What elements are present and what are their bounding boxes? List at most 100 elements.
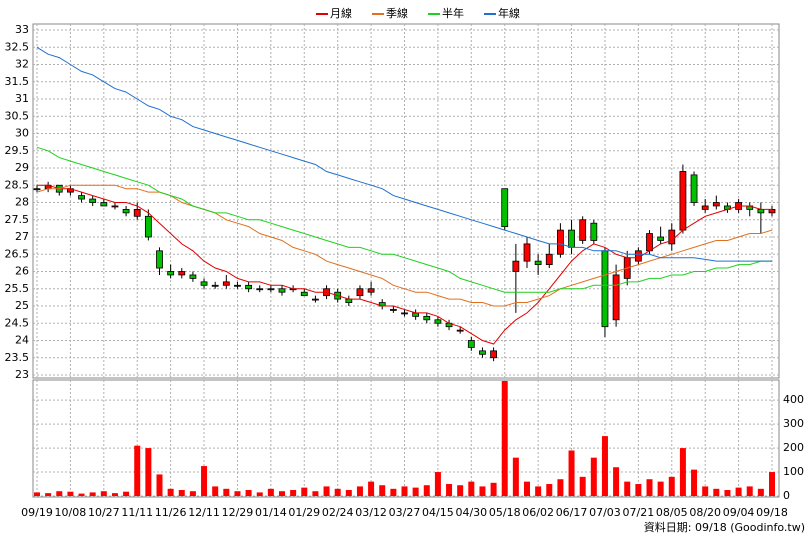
candle-body	[211, 284, 219, 287]
candle-body	[89, 198, 97, 203]
candle-body	[178, 271, 186, 276]
volume-bar	[201, 466, 208, 496]
volume-bar	[423, 485, 430, 496]
candle-body	[300, 291, 308, 297]
x-tick-label: 11/11	[121, 506, 153, 519]
candle-body	[356, 288, 364, 297]
x-tick-label: 07/03	[589, 506, 621, 519]
x-tick-label: 12/11	[188, 506, 220, 519]
candle-body	[267, 288, 275, 291]
y-tick-label: 23.5	[5, 351, 30, 364]
y-tick-label: 23	[15, 368, 29, 381]
volume-bar	[223, 488, 230, 496]
legend-label: 季線	[386, 6, 408, 20]
candle-body	[668, 229, 676, 245]
candle-body	[523, 243, 531, 262]
candle-body	[612, 274, 620, 321]
volume-bar	[757, 488, 764, 496]
volume-bar	[446, 484, 453, 496]
x-tick-label: 09/18	[756, 506, 788, 519]
volume-bar	[267, 488, 274, 496]
x-tick-label: 03/12	[355, 506, 387, 519]
y-tick-label: 24	[15, 334, 29, 347]
volume-bar	[579, 476, 586, 496]
volume-bar	[78, 493, 85, 496]
volume-bar	[512, 457, 519, 496]
volume-bar	[557, 479, 564, 496]
candle-body	[690, 174, 698, 203]
candle-body	[156, 250, 163, 269]
ma-line	[37, 184, 772, 345]
volume-bar	[89, 492, 96, 496]
volume-bar	[657, 481, 664, 496]
candle-body	[768, 208, 776, 214]
volume-bar	[713, 488, 720, 496]
volume-bar	[123, 491, 130, 496]
y-tick-label: 27.5	[5, 213, 30, 226]
candle-body	[256, 288, 264, 291]
volume-tick-label: 400	[783, 393, 804, 406]
y-tick-label: 28	[15, 196, 29, 209]
volume-bar	[613, 467, 620, 496]
x-tick-label: 06/02	[522, 506, 554, 519]
volume-bar	[546, 484, 553, 496]
volume-bar	[212, 486, 219, 496]
volume-bar	[679, 448, 686, 496]
candle-body	[456, 329, 464, 332]
y-tick-label: 26	[15, 265, 29, 278]
y-tick-label: 25.5	[5, 282, 30, 295]
candle-body	[200, 281, 208, 286]
footer: 資料日期: 09/18 (Goodinfo.tw)	[644, 520, 805, 534]
candle-body	[367, 288, 375, 293]
candle-body	[245, 284, 252, 290]
volume-bar	[145, 448, 152, 496]
volume-bar	[178, 490, 185, 496]
x-tick-label: 10/08	[55, 506, 87, 519]
x-tick-label: 10/27	[88, 506, 120, 519]
volume-bar	[412, 487, 419, 496]
volume-bar	[724, 490, 731, 496]
volume-bar	[234, 491, 241, 496]
y-tick-label: 32.5	[5, 40, 30, 53]
candle-body	[601, 250, 609, 328]
candle-body	[701, 205, 709, 210]
volume-bar	[67, 491, 74, 496]
y-tick-label: 27	[15, 230, 29, 243]
candle-body	[345, 298, 353, 303]
candle-body	[657, 236, 665, 241]
candle-body	[490, 350, 497, 359]
y-tick-label: 33	[15, 23, 29, 36]
x-tick-label: 09/19	[21, 506, 53, 519]
x-tick-label: 12/29	[222, 506, 254, 519]
volume-bar	[167, 488, 174, 496]
volume-tick-label: 300	[783, 417, 804, 430]
candle-body	[189, 274, 197, 279]
volume-bar	[568, 450, 575, 496]
y-tick-label: 24.5	[5, 316, 30, 329]
candle-body	[479, 350, 486, 355]
x-tick-label: 09/04	[723, 506, 755, 519]
candle-body	[312, 298, 319, 301]
candle-body	[401, 312, 408, 315]
candle-body	[712, 202, 720, 207]
volume-bar	[290, 490, 297, 496]
ma-line	[36, 146, 772, 293]
x-tick-label: 05/18	[489, 506, 521, 519]
volume-bar	[635, 484, 642, 496]
volume-bar	[279, 491, 285, 496]
volume-bar	[134, 445, 141, 496]
volume-bar	[457, 485, 464, 496]
candle-body	[579, 219, 587, 241]
volume-bar	[624, 481, 631, 496]
volume-bar	[735, 487, 742, 496]
volume-tick-label: 100	[783, 465, 804, 478]
volume-bar	[323, 486, 330, 496]
volume-bar	[702, 486, 709, 496]
volume-bar	[356, 486, 363, 496]
candle-body	[646, 233, 653, 252]
volume-bar	[434, 472, 441, 496]
y-tick-label: 25	[15, 299, 29, 312]
candle-body	[757, 208, 765, 214]
volume-bar	[490, 482, 497, 496]
